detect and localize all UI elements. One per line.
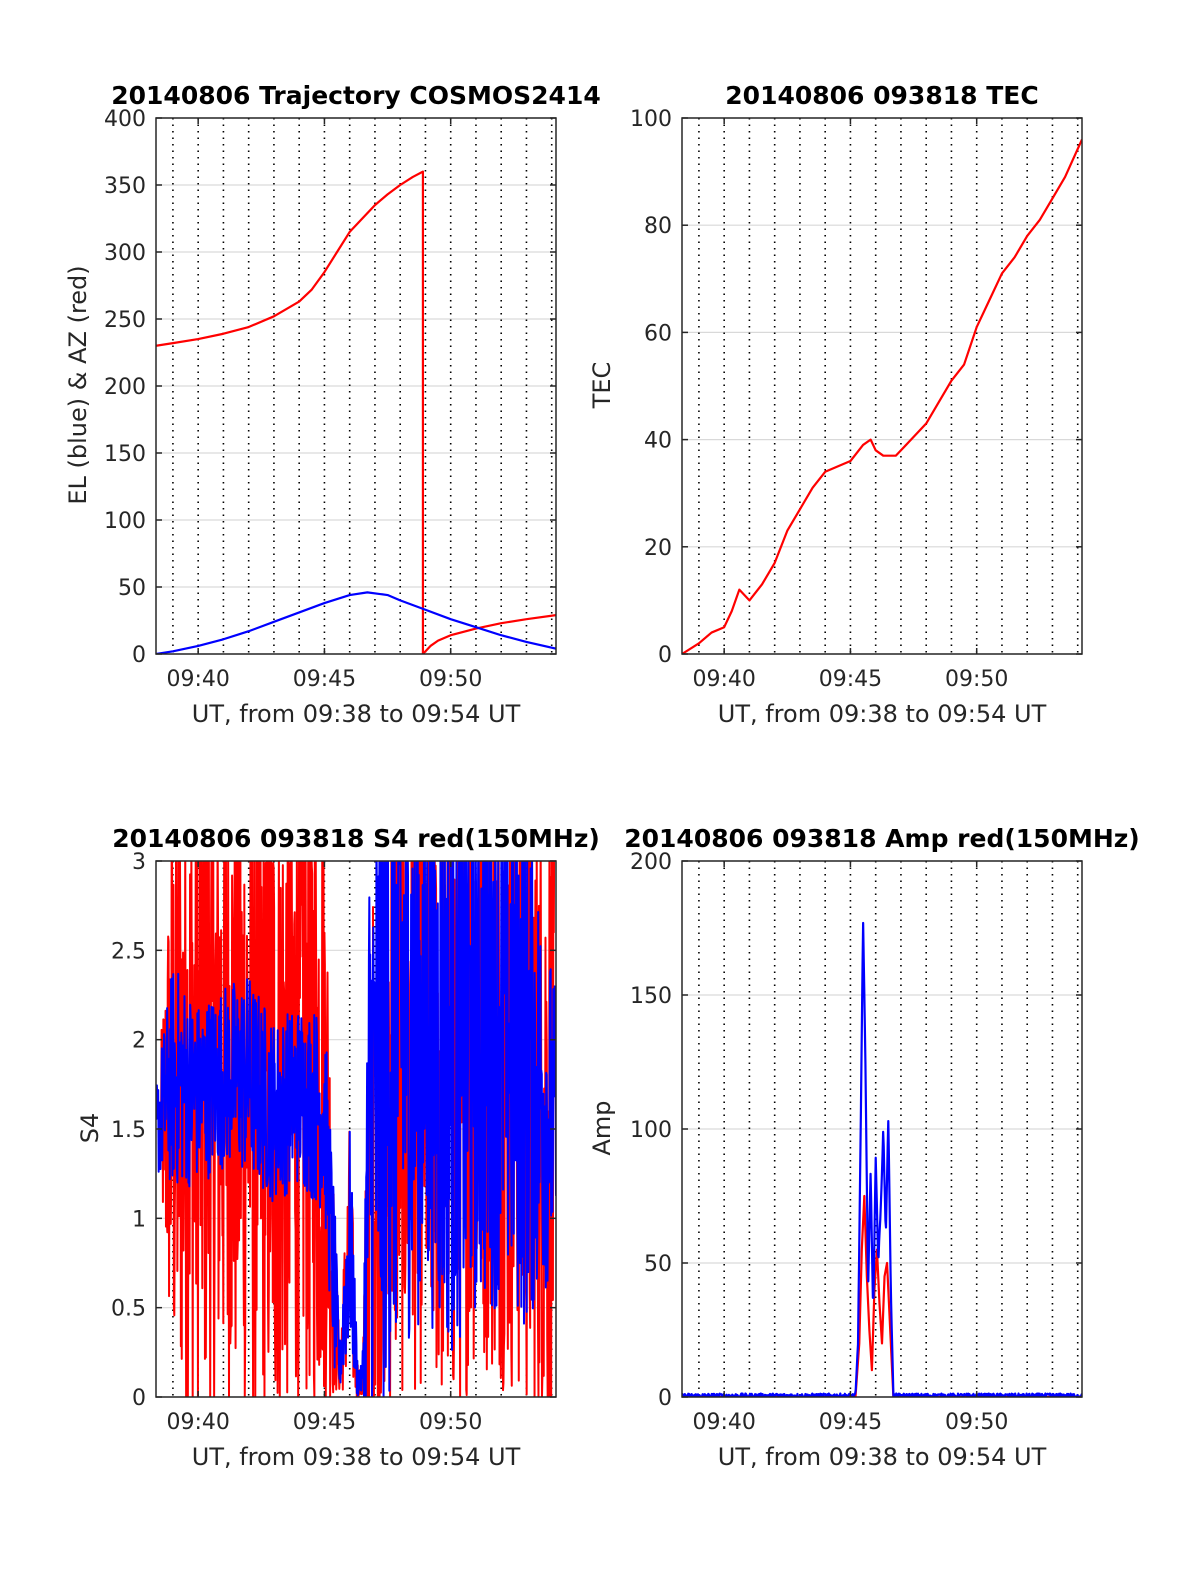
x-tick-label: 09:50 — [945, 667, 1008, 692]
x-axis-label: UT, from 09:38 to 09:54 UT — [192, 1443, 521, 1471]
trajectory-panel: 20140806 Trajectory COSMOS2414 0 50 100 150… — [64, 81, 601, 728]
y-tick-label: 50 — [118, 576, 146, 601]
y-tick-label: 20 — [644, 536, 672, 561]
x-tick-label: 09:45 — [293, 1410, 356, 1435]
y-tick-label: 100 — [630, 1118, 672, 1143]
plot-area: 0 50 100 150 200 250 300 350 400 09:40 09:45 09:50 — [104, 107, 557, 692]
x-axis-label: UT, from 09:38 to 09:54 UT — [718, 1443, 1047, 1471]
series-group — [682, 921, 1082, 1397]
y-tick-label: 60 — [644, 321, 672, 346]
y-tick-label: 0 — [132, 643, 146, 668]
y-tick-label: 0 — [132, 1386, 146, 1411]
y-tick-label: 200 — [630, 850, 672, 875]
y-tick-label: 150 — [104, 442, 146, 467]
series-group — [156, 861, 556, 1397]
y-tick-label: 3 — [132, 850, 146, 875]
x-tick-label: 09:40 — [166, 667, 229, 692]
plot-area: 0 0.5 1 1.5 2 2.5 3 09:40 09:45 09:50 — [111, 850, 557, 1435]
y-axis-label: EL (blue) & AZ (red) — [64, 265, 92, 504]
y-tick-label: 2.5 — [111, 939, 146, 964]
y-tick-label: 80 — [644, 214, 672, 239]
chart-title: 20140806 093818 S4 red(150MHz) — [112, 824, 600, 853]
x-tick-label: 09:50 — [945, 1410, 1008, 1435]
x-axis-label: UT, from 09:38 to 09:54 UT — [718, 700, 1047, 728]
tec-panel: 20140806 093818 TEC 0 20 40 60 80 100 09:40 09:… — [588, 81, 1083, 728]
plot-area: 0 50 100 150 200 09:40 09:45 09:50 — [630, 850, 1083, 1435]
x-tick-label: 09:45 — [293, 667, 356, 692]
series-group — [682, 138, 1082, 654]
y-tick-label: 0 — [658, 1386, 672, 1411]
y-tick-label: 0.5 — [111, 1297, 146, 1322]
blue-series-line — [156, 591, 556, 654]
y-tick-label: 250 — [104, 308, 146, 333]
x-tick-label: 09:45 — [819, 1410, 882, 1435]
y-tick-label: 200 — [104, 375, 146, 400]
y-tick-label: 100 — [630, 107, 672, 132]
y-axis-label: Amp — [588, 1100, 616, 1155]
y-axis-label: S4 — [76, 1113, 104, 1144]
y-tick-label: 50 — [644, 1252, 672, 1277]
chart-title: 20140806 093818 Amp red(150MHz) — [624, 824, 1140, 853]
y-tick-label: 400 — [104, 107, 146, 132]
y-tick-label: 40 — [644, 429, 672, 454]
chart-title: 20140806 Trajectory COSMOS2414 — [111, 81, 601, 110]
y-tick-label: 150 — [630, 984, 672, 1009]
chart-title: 20140806 093818 TEC — [725, 81, 1038, 110]
axes-box — [681, 117, 1083, 655]
x-axis-label: UT, from 09:38 to 09:54 UT — [192, 700, 521, 728]
red-series-line — [682, 138, 1082, 654]
plot-area: 0 20 40 60 80 100 09:40 09:45 09:50 — [630, 107, 1083, 692]
series-group — [156, 170, 556, 654]
amp-panel: 20140806 093818 Amp red(150MHz) 0 50 100 15… — [588, 824, 1140, 1471]
y-tick-label: 0 — [658, 643, 672, 668]
y-tick-label: 2 — [132, 1029, 146, 1054]
x-tick-label: 09:50 — [419, 1410, 482, 1435]
x-tick-label: 09:45 — [819, 667, 882, 692]
s4-panel: 20140806 093818 S4 red(150MHz) 0 0.5 1 1.5 2… — [76, 824, 600, 1471]
x-tick-label: 09:40 — [692, 1410, 755, 1435]
y-axis-label: TEC — [588, 362, 616, 410]
x-tick-label: 09:40 — [692, 667, 755, 692]
y-tick-label: 1.5 — [111, 1118, 146, 1143]
red-series-line — [156, 170, 556, 654]
y-tick-label: 350 — [104, 174, 146, 199]
y-tick-label: 100 — [104, 509, 146, 534]
y-tick-label: 300 — [104, 241, 146, 266]
x-tick-label: 09:50 — [419, 667, 482, 692]
y-tick-label: 1 — [132, 1207, 146, 1232]
x-tick-label: 09:40 — [166, 1410, 229, 1435]
red-series-line — [682, 1194, 1082, 1397]
blue-series-line — [156, 861, 556, 1397]
